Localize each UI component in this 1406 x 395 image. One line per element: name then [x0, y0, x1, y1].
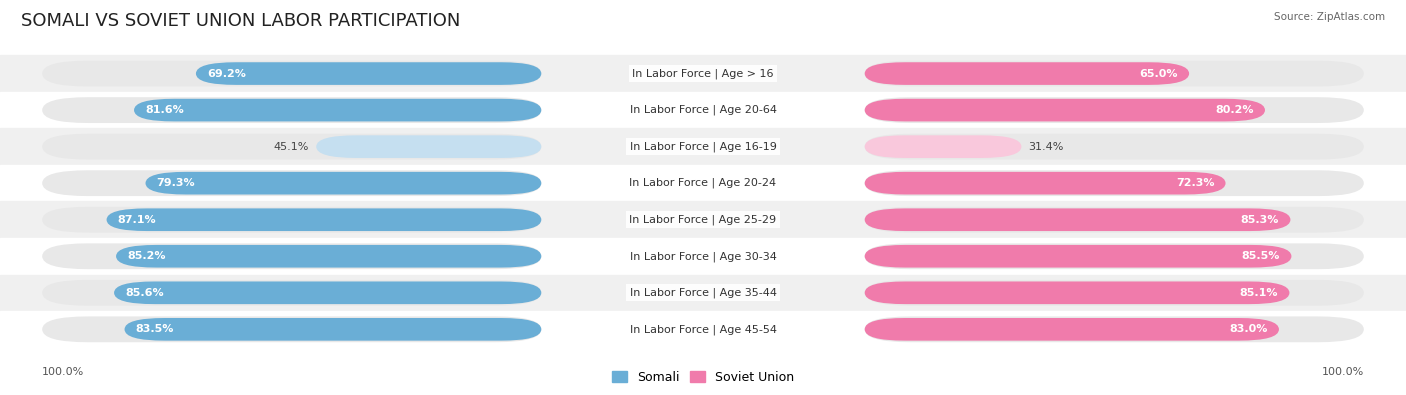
- Bar: [0, 311, 1406, 348]
- Text: In Labor Force | Age 45-54: In Labor Force | Age 45-54: [630, 324, 776, 335]
- FancyBboxPatch shape: [865, 207, 1364, 233]
- FancyBboxPatch shape: [865, 245, 1292, 267]
- Text: 85.5%: 85.5%: [1241, 251, 1281, 261]
- FancyBboxPatch shape: [865, 61, 1364, 87]
- Text: In Labor Force | Age 25-29: In Labor Force | Age 25-29: [630, 214, 776, 225]
- Text: 87.1%: 87.1%: [118, 215, 156, 225]
- Bar: [0, 275, 1406, 311]
- Text: In Labor Force | Age 16-19: In Labor Force | Age 16-19: [630, 141, 776, 152]
- FancyBboxPatch shape: [865, 282, 1289, 304]
- FancyBboxPatch shape: [114, 282, 541, 304]
- Text: 85.6%: 85.6%: [125, 288, 165, 298]
- FancyBboxPatch shape: [42, 316, 541, 342]
- FancyBboxPatch shape: [42, 280, 541, 306]
- Bar: [0, 92, 1406, 128]
- FancyBboxPatch shape: [195, 62, 541, 85]
- FancyBboxPatch shape: [42, 170, 541, 196]
- Text: 72.3%: 72.3%: [1175, 178, 1215, 188]
- Text: 81.6%: 81.6%: [145, 105, 184, 115]
- Text: 83.5%: 83.5%: [136, 324, 174, 334]
- Text: 45.1%: 45.1%: [274, 142, 309, 152]
- FancyBboxPatch shape: [42, 243, 541, 269]
- Text: 80.2%: 80.2%: [1215, 105, 1254, 115]
- FancyBboxPatch shape: [865, 280, 1364, 306]
- Bar: [0, 128, 1406, 165]
- Text: In Labor Force | Age 20-64: In Labor Force | Age 20-64: [630, 105, 776, 115]
- FancyBboxPatch shape: [865, 97, 1364, 123]
- Text: In Labor Force | Age 30-34: In Labor Force | Age 30-34: [630, 251, 776, 261]
- Bar: [0, 201, 1406, 238]
- Legend: Somali, Soviet Union: Somali, Soviet Union: [607, 366, 799, 389]
- Bar: [0, 238, 1406, 275]
- FancyBboxPatch shape: [316, 135, 541, 158]
- FancyBboxPatch shape: [865, 172, 1226, 194]
- FancyBboxPatch shape: [117, 245, 541, 267]
- FancyBboxPatch shape: [865, 99, 1265, 121]
- FancyBboxPatch shape: [125, 318, 541, 340]
- Text: 79.3%: 79.3%: [156, 178, 195, 188]
- FancyBboxPatch shape: [865, 318, 1279, 340]
- Text: 100.0%: 100.0%: [1322, 367, 1364, 377]
- FancyBboxPatch shape: [865, 243, 1364, 269]
- FancyBboxPatch shape: [42, 61, 541, 87]
- Text: 83.0%: 83.0%: [1229, 324, 1268, 334]
- Text: 85.3%: 85.3%: [1241, 215, 1279, 225]
- Bar: [0, 55, 1406, 92]
- Text: 31.4%: 31.4%: [1028, 142, 1064, 152]
- FancyBboxPatch shape: [145, 172, 541, 194]
- Text: In Labor Force | Age 35-44: In Labor Force | Age 35-44: [630, 288, 776, 298]
- Text: 100.0%: 100.0%: [42, 367, 84, 377]
- FancyBboxPatch shape: [107, 209, 541, 231]
- FancyBboxPatch shape: [865, 209, 1291, 231]
- Text: Source: ZipAtlas.com: Source: ZipAtlas.com: [1274, 12, 1385, 22]
- Text: 85.1%: 85.1%: [1240, 288, 1278, 298]
- Text: In Labor Force | Age > 16: In Labor Force | Age > 16: [633, 68, 773, 79]
- Text: 85.2%: 85.2%: [128, 251, 166, 261]
- Text: In Labor Force | Age 20-24: In Labor Force | Age 20-24: [630, 178, 776, 188]
- FancyBboxPatch shape: [865, 170, 1364, 196]
- FancyBboxPatch shape: [42, 97, 541, 123]
- FancyBboxPatch shape: [42, 207, 541, 233]
- FancyBboxPatch shape: [865, 135, 1021, 158]
- Text: SOMALI VS SOVIET UNION LABOR PARTICIPATION: SOMALI VS SOVIET UNION LABOR PARTICIPATI…: [21, 12, 461, 30]
- FancyBboxPatch shape: [865, 62, 1189, 85]
- Text: 65.0%: 65.0%: [1139, 69, 1178, 79]
- Bar: [0, 165, 1406, 201]
- FancyBboxPatch shape: [865, 134, 1364, 160]
- FancyBboxPatch shape: [134, 99, 541, 121]
- Text: 69.2%: 69.2%: [207, 69, 246, 79]
- FancyBboxPatch shape: [865, 316, 1364, 342]
- FancyBboxPatch shape: [42, 134, 541, 160]
